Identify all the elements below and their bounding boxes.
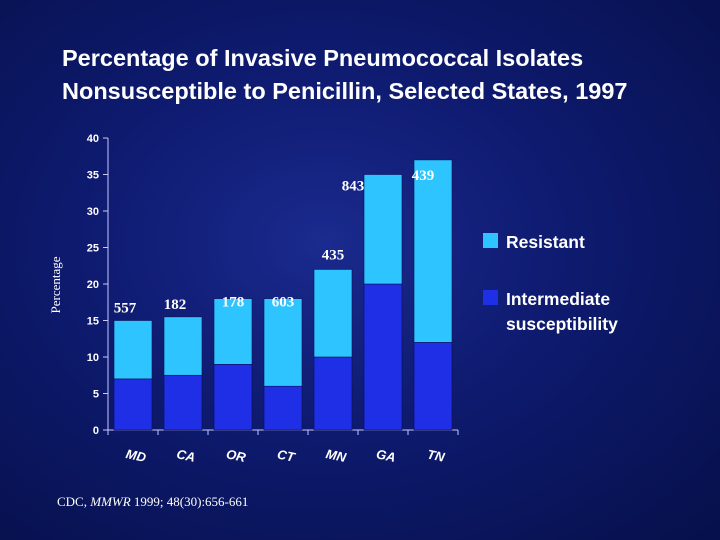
x-tick-label-ga: GA <box>375 446 397 465</box>
x-tick-label-ct: CT <box>276 446 297 464</box>
y-tick-label: 25 <box>87 243 99 255</box>
legend-label-intermediate-line-2: susceptibility <box>506 314 618 334</box>
bar-resistant-mn <box>313 269 353 358</box>
bar-intermediate-ga <box>363 283 403 431</box>
bar-resistant-md <box>113 320 153 380</box>
x-tick-label-ca: CA <box>175 446 196 465</box>
y-tick-label: 30 <box>87 206 99 218</box>
bar-count-label-ct: 603 <box>272 295 295 311</box>
y-tick-label: 20 <box>87 279 99 291</box>
y-tick-label: 40 <box>87 133 99 145</box>
x-tick-label-or: OR <box>225 446 248 465</box>
source-citation: CDC, MMWR 1999; 48(30):656-661 <box>57 494 248 510</box>
y-tick-label: 5 <box>93 389 99 401</box>
y-axis-label-group: Percentage <box>48 256 63 313</box>
x-tick-label-tn: TN <box>426 446 447 464</box>
y-tick-label: 0 <box>93 425 99 437</box>
bar-resistant-ca <box>163 316 203 376</box>
y-tick-label: 15 <box>87 316 99 328</box>
bar-intermediate-ca <box>163 374 203 431</box>
bar-labels: 557 182 178 603 435 843 439 <box>114 168 435 317</box>
bar-intermediate-tn <box>413 342 453 431</box>
bars <box>113 159 453 431</box>
y-tick-label: 10 <box>87 352 99 364</box>
bar-count-label-ca: 182 <box>164 297 187 313</box>
bar-count-label-ga: 843 <box>342 179 365 195</box>
bar-resistant-ct <box>263 298 303 387</box>
x-tick-label-mn: MN <box>324 446 347 465</box>
source-prefix: CDC, <box>57 494 91 509</box>
legend: Resistant Intermediate susceptibility <box>483 232 618 334</box>
bar-resistant-or <box>213 298 253 365</box>
x-tick-label-md: MD <box>124 446 147 465</box>
bar-resistant-ga <box>363 174 403 285</box>
legend-swatch-resistant <box>483 233 498 248</box>
title-line-1: Percentage of Invasive Pneumococcal Isol… <box>62 45 584 71</box>
title-line-2: Nonsusceptible to Penicillin, Selected S… <box>62 78 628 104</box>
bar-resistant-tn <box>413 159 453 343</box>
bar-intermediate-or <box>213 363 253 431</box>
legend-label-intermediate: Intermediate susceptibility <box>506 289 618 334</box>
bar-count-label-tn: 439 <box>412 168 435 184</box>
legend-label-resistant: Resistant <box>506 232 585 252</box>
source-journal: MMWR <box>90 494 131 509</box>
axes: 0 5 10 15 20 25 30 35 40 MD CA OR CT MN GA TN <box>87 133 459 465</box>
source-suffix: 1999; 48(30):656-661 <box>130 494 249 509</box>
bar-count-label-md: 557 <box>114 301 137 317</box>
legend-label-intermediate-line-1: Intermediate <box>506 289 610 309</box>
bar-intermediate-md <box>113 378 153 431</box>
bar-count-label-or: 178 <box>222 295 245 311</box>
y-axis-label: Percentage <box>48 256 63 313</box>
bar-intermediate-ct <box>263 385 303 431</box>
y-tick-label: 35 <box>87 170 99 182</box>
legend-swatch-intermediate <box>483 290 498 305</box>
bar-count-label-mn: 435 <box>322 247 345 263</box>
bar-intermediate-mn <box>313 356 353 431</box>
chart-title: Percentage of Invasive Pneumococcal Isol… <box>62 42 702 108</box>
